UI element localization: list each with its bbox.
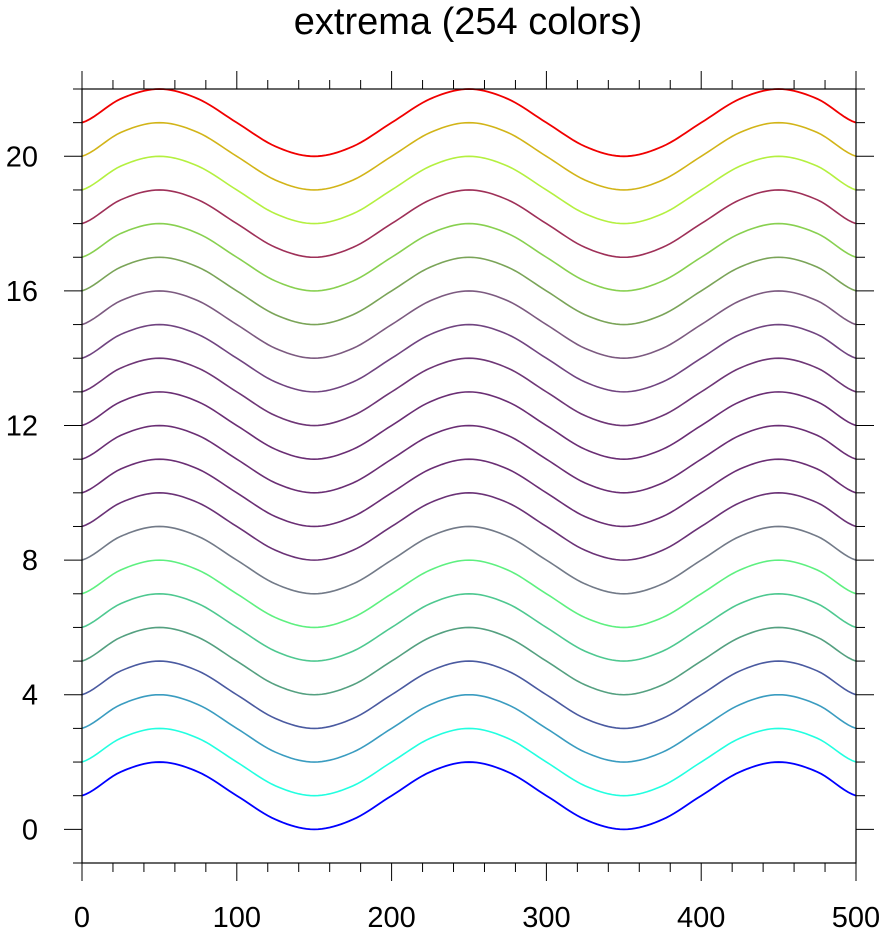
series-line-11 xyxy=(81,391,857,460)
x-tick-label: 500 xyxy=(832,902,880,934)
series-line-6 xyxy=(81,559,857,629)
y-tick-label: 16 xyxy=(6,276,38,308)
chart-title: extrema (254 colors) xyxy=(294,1,642,43)
series-line-1 xyxy=(81,727,857,797)
series-line-14 xyxy=(81,290,857,360)
series-line-17 xyxy=(81,189,857,259)
series-line-9 xyxy=(81,458,857,528)
series-line-19 xyxy=(81,121,857,191)
series-line-7 xyxy=(81,525,857,595)
x-tick-labels: 0 100 200 300 400 500 xyxy=(74,902,880,934)
y-tick-label: 12 xyxy=(6,411,38,443)
series-line-2 xyxy=(81,693,857,763)
y-tick-label: 8 xyxy=(22,545,38,577)
x-tick-label: 0 xyxy=(74,902,90,934)
y-tick-labels: 0 4 8 12 16 20 xyxy=(6,141,38,846)
x-tick-label: 400 xyxy=(677,902,725,934)
y-tick-label: 20 xyxy=(6,141,38,173)
x-tick-label: 100 xyxy=(213,902,261,934)
x-tick-label: 300 xyxy=(522,902,570,934)
y-tick-label: 4 xyxy=(22,680,38,712)
tick-layer xyxy=(64,71,874,881)
series-line-16 xyxy=(81,222,857,292)
series-line-3 xyxy=(81,660,857,730)
plot-frame xyxy=(81,88,857,864)
series-line-8 xyxy=(81,492,857,561)
x-tick-label: 200 xyxy=(367,902,415,934)
series-line-12 xyxy=(81,357,857,427)
series-line-18 xyxy=(81,155,857,225)
series-line-15 xyxy=(81,256,857,326)
series-line-4 xyxy=(81,626,857,696)
series-line-0 xyxy=(81,761,857,831)
series-line-10 xyxy=(81,424,857,494)
series-layer xyxy=(81,88,857,831)
series-line-13 xyxy=(81,323,857,393)
y-tick-label: 0 xyxy=(22,814,38,846)
series-line-5 xyxy=(81,592,857,662)
